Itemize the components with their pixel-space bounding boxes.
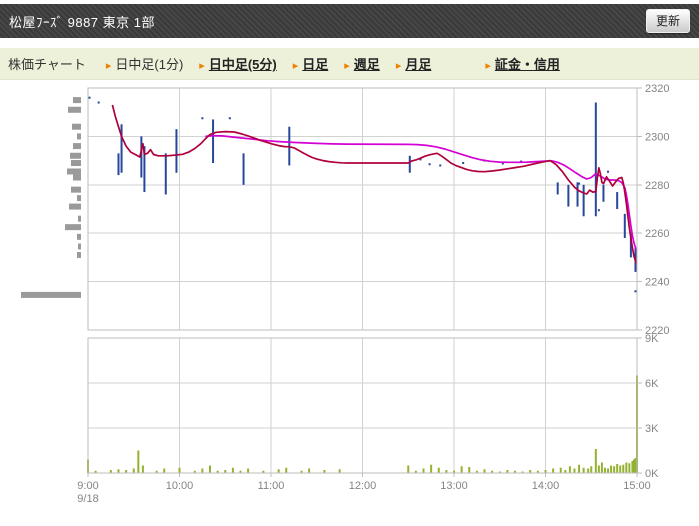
tab-label-monthly[interactable]: 月足 [405, 57, 432, 72]
price-axis-labels: 2320 2300 2280 2260 2240 2220 [637, 83, 669, 337]
svg-text:11:00: 11:00 [258, 480, 285, 492]
tab-arrow-icon: ▸ [395, 60, 402, 72]
svg-text:2260: 2260 [645, 228, 669, 240]
chart-nav-bar: 株価チャート ▸ 日中足(1分) ▸ 日中足(5分) ▸ 日足 ▸ 週足 ▸ 月足 ▸ 証金・信用 [0, 48, 699, 80]
tab-intraday-5min: ▸ 日中足(5分) [199, 54, 276, 73]
tab-weekly: ▸ 週足 [344, 54, 380, 73]
svg-text:9K: 9K [645, 333, 659, 345]
average-line-series [205, 134, 638, 252]
svg-text:6K: 6K [645, 378, 659, 390]
tab-arrow-icon: ▸ [105, 60, 112, 72]
tab-margin-credit: ▸ 証金・信用 [485, 54, 560, 73]
svg-text:2240: 2240 [645, 277, 669, 289]
refresh-button[interactable]: 更新 [645, 9, 690, 33]
chart-tab-list: ▸ 日中足(1分) ▸ 日中足(5分) ▸ 日足 ▸ 週足 ▸ 月足 ▸ 証金・信用 [106, 54, 691, 73]
svg-text:10:00: 10:00 [166, 480, 194, 492]
price-level-histogram [21, 97, 81, 298]
stock-title: 松屋ﾌｰｽﾞ 9887 東京 1部 [9, 14, 155, 30]
svg-text:2280: 2280 [645, 180, 669, 192]
svg-text:14:00: 14:00 [532, 480, 560, 492]
tab-daily: ▸ 日足 [293, 54, 329, 73]
tab-arrow-icon: ▸ [485, 60, 491, 72]
svg-text:15:00: 15:00 [623, 480, 651, 492]
range-bars [117, 102, 637, 272]
svg-text:2320: 2320 [645, 83, 669, 95]
tab-arrow-icon: ▸ [344, 60, 350, 72]
tab-label-intraday-5min[interactable]: 日中足(5分) [208, 57, 277, 72]
title-bar: 松屋ﾌｰｽﾞ 9887 東京 1部 更新 [0, 4, 699, 38]
svg-text:0K: 0K [645, 468, 659, 480]
svg-text:13:00: 13:00 [440, 480, 468, 492]
tab-label-weekly[interactable]: 週足 [353, 57, 380, 72]
grid-lines [88, 88, 637, 473]
tab-label-margin-credit[interactable]: 証金・信用 [494, 57, 560, 72]
time-axis-labels: 9:00 10:00 11:00 12:00 13:00 14:00 15:00 9/18 [77, 473, 651, 505]
svg-text:2300: 2300 [645, 131, 669, 143]
nav-section-label: 株価チャート [8, 57, 86, 72]
tab-label-intraday-1min: 日中足(1分) [115, 57, 184, 72]
svg-text:2220: 2220 [645, 325, 669, 337]
svg-text:3K: 3K [645, 423, 659, 435]
tab-label-daily[interactable]: 日足 [302, 57, 329, 72]
tab-arrow-icon: ▸ [292, 60, 299, 72]
svg-text:12:00: 12:00 [349, 480, 377, 492]
tab-arrow-icon: ▸ [199, 60, 205, 72]
price-line-series [111, 104, 638, 264]
volume-axis-labels: 9K 6K 3K 0K [637, 333, 659, 480]
svg-text:9:00: 9:00 [77, 480, 98, 492]
tab-monthly: ▸ 月足 [396, 54, 432, 73]
date-label: 9/18 [77, 493, 98, 505]
tab-intraday-1min: ▸ 日中足(1分) [106, 54, 183, 73]
tick-dots [88, 96, 637, 293]
